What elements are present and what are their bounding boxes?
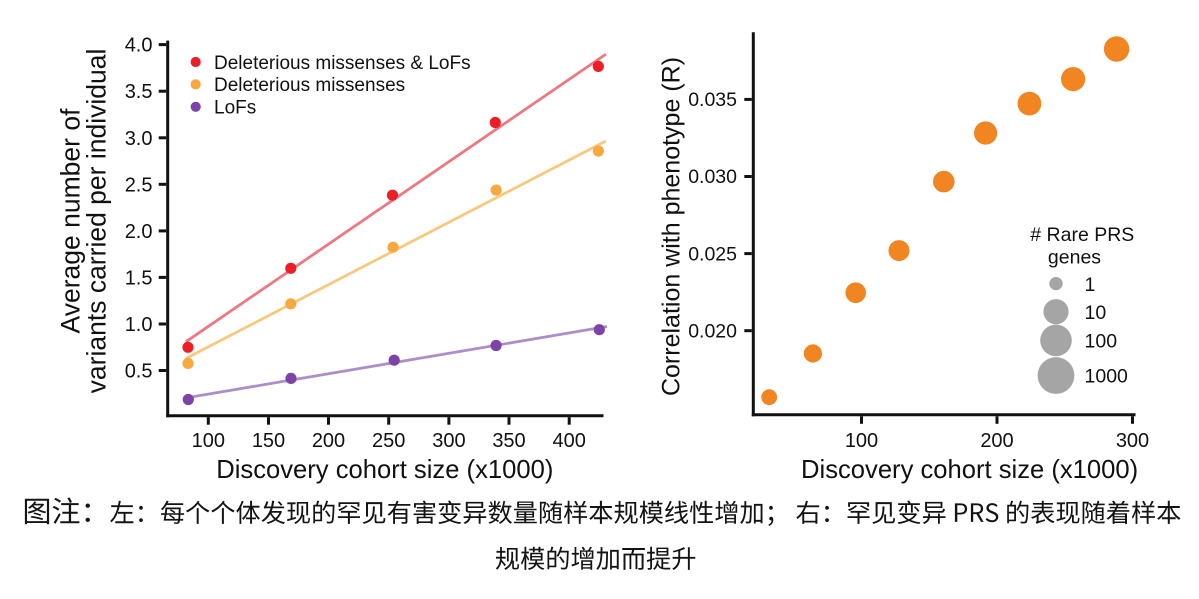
svg-text:Discovery cohort size (x1000): Discovery cohort size (x1000) bbox=[216, 456, 553, 484]
svg-text:200: 200 bbox=[312, 430, 345, 452]
svg-text:Average number of: Average number of bbox=[56, 108, 86, 334]
svg-text:1.5: 1.5 bbox=[125, 267, 153, 289]
svg-text:0.020: 0.020 bbox=[688, 320, 737, 342]
svg-text:250: 250 bbox=[372, 430, 405, 452]
svg-text:1.0: 1.0 bbox=[125, 314, 153, 336]
svg-text:Discovery cohort size (x1000): Discovery cohort size (x1000) bbox=[801, 456, 1138, 484]
svg-text:Deleterious missenses & LoFs: Deleterious missenses & LoFs bbox=[214, 53, 471, 74]
svg-text:2.0: 2.0 bbox=[125, 221, 153, 243]
svg-text:300: 300 bbox=[432, 430, 465, 452]
svg-text:100: 100 bbox=[1085, 331, 1118, 353]
svg-text:LoFs: LoFs bbox=[214, 98, 256, 119]
svg-text:# Rare PRS: # Rare PRS bbox=[1030, 224, 1134, 246]
svg-text:150: 150 bbox=[252, 430, 285, 452]
svg-text:0.5: 0.5 bbox=[125, 361, 153, 383]
svg-text:100: 100 bbox=[192, 430, 225, 452]
svg-text:350: 350 bbox=[492, 430, 525, 452]
svg-text:400: 400 bbox=[553, 430, 586, 452]
svg-text:2.5: 2.5 bbox=[125, 174, 153, 196]
svg-text:Deleterious missenses: Deleterious missenses bbox=[214, 75, 405, 96]
svg-text:3.0: 3.0 bbox=[125, 128, 153, 150]
svg-text:Correlation with phenotype (R): Correlation with phenotype (R) bbox=[658, 57, 686, 396]
svg-text:200: 200 bbox=[980, 430, 1013, 452]
svg-text:0.035: 0.035 bbox=[688, 89, 737, 111]
svg-text:3.5: 3.5 bbox=[125, 81, 153, 103]
svg-text:1: 1 bbox=[1085, 274, 1096, 296]
svg-text:100: 100 bbox=[845, 430, 878, 452]
svg-text:1000: 1000 bbox=[1085, 366, 1129, 388]
svg-text:0.025: 0.025 bbox=[688, 243, 737, 265]
svg-text:0.030: 0.030 bbox=[688, 166, 737, 188]
svg-text:4.0: 4.0 bbox=[125, 35, 153, 57]
svg-text:300: 300 bbox=[1116, 430, 1149, 452]
svg-text:variants carried per individua: variants carried per individual bbox=[82, 49, 112, 394]
svg-text:10: 10 bbox=[1085, 302, 1107, 324]
svg-text:genes: genes bbox=[1048, 246, 1101, 268]
